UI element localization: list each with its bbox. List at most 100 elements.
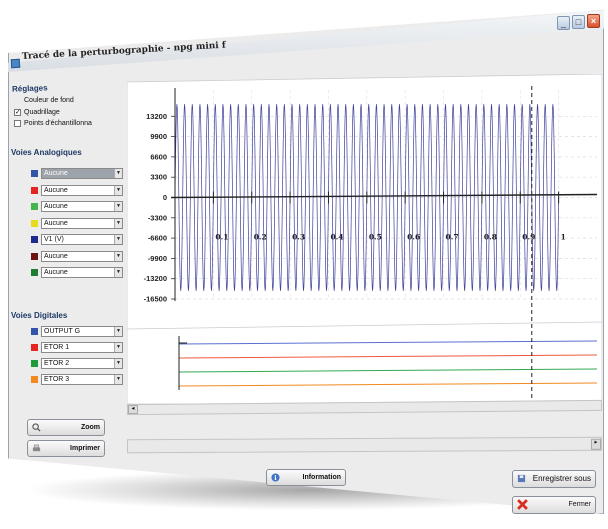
channel-color-swatch [31,236,38,243]
setting-label: Points d'échantillonna [24,120,92,127]
x-tick-label: 0.4 [330,233,343,242]
y-tick-label: 3300 [150,173,167,182]
analog-channel-select[interactable]: Aucune ▼ [41,184,123,196]
y-tick-label: 6600 [150,152,167,161]
analog-channel-select[interactable]: Aucune ▼ [41,267,123,278]
y-tick-label: -3300 [148,213,167,222]
digital-channel-select[interactable]: OUTPUT G ▼ [41,326,123,337]
digital-channel-select[interactable]: ETOR 2 ▼ [41,358,123,369]
setting-label: Couleur de fond [24,97,74,104]
chart-area: 13200 9900 6600 3300 0 -3300 -6600 -9900 -13200 -… [126,73,603,405]
dropdown-arrow-icon[interactable]: ▼ [114,268,122,277]
x-tick-label: 0.7 [446,233,459,242]
dropdown-arrow-icon[interactable]: ▼ [114,218,122,228]
channel-color-swatch [31,360,38,367]
close-window-button[interactable]: × [587,14,600,28]
save-as-button[interactable]: Enregistrer sous [512,470,596,488]
analog-channel-row[interactable]: Aucune ▼ [31,217,123,229]
select-value: Aucune [44,203,68,210]
channel-color-swatch [31,269,38,276]
setting-label: Quadrillage [24,109,60,116]
dropdown-arrow-icon[interactable]: ▼ [114,343,122,352]
dropdown-arrow-icon[interactable]: ▼ [114,359,122,368]
digital-channel-row[interactable]: OUTPUT G ▼ [31,326,123,337]
select-value: Aucune [44,186,68,194]
x-tick-label: 0.9 [522,233,535,242]
analog-channel-select[interactable]: Aucune ▼ [41,217,123,229]
select-value: ETOR 1 [44,344,70,351]
channel-color-swatch [31,203,38,210]
setting-grid[interactable]: ✓ Quadrillage [14,109,60,116]
x-tick-label: 1 [561,233,566,242]
channel-color-swatch [31,252,38,260]
dropdown-arrow-icon[interactable]: ▼ [114,235,122,244]
digital-channel-row[interactable]: ETOR 3 ▼ [31,374,123,385]
digital-trace-line [178,382,598,387]
red-x-icon [517,499,528,510]
dropdown-arrow-icon[interactable]: ▼ [114,327,122,336]
analog-channel-row[interactable]: Aucune ▼ [31,184,123,196]
magnifier-icon [32,423,41,432]
dropdown-arrow-icon[interactable]: ▼ [114,185,122,195]
close-label: Fermer [568,501,591,508]
select-value: Aucune [44,252,68,260]
checkbox-checked[interactable]: ✓ [14,109,21,116]
y-tick-label: -9900 [148,254,167,263]
channel-color-swatch [31,219,38,227]
checkbox[interactable] [14,97,21,104]
dropdown-arrow-icon[interactable]: ▼ [114,169,122,178]
setting-background-color[interactable]: Couleur de fond [14,97,74,104]
svg-text:i: i [274,475,277,482]
information-button[interactable]: i Information [266,469,346,486]
y-tick-label: 9900 [150,132,167,141]
minimize-button[interactable]: _ [557,16,570,30]
print-button[interactable]: Imprimer [27,440,105,457]
x-tick-label: 0.2 [254,233,267,242]
analog-channel-row[interactable]: Aucune ▼ [31,250,123,262]
chart-svg: 13200 9900 6600 3300 0 -3300 -6600 -9900 -13200 -… [126,73,603,405]
channel-color-swatch [31,376,38,383]
select-value: ETOR 3 [44,376,70,383]
checkbox[interactable] [14,120,21,127]
zoom-button[interactable]: Zoom [27,419,105,436]
close-button[interactable]: Fermer [512,496,596,514]
scroll-left-button[interactable]: ◂ [127,404,139,415]
information-label: Information [302,474,342,481]
x-tick-label: 0.5 [369,233,382,242]
x-tick-label: 0.8 [484,233,497,242]
select-value: Aucune [44,219,68,227]
scroll-right-button[interactable]: ▸ [590,438,602,450]
maximize-button[interactable]: □ [572,15,585,29]
analog-channel-select[interactable]: Aucune ▼ [41,168,123,179]
dropdown-arrow-icon[interactable]: ▼ [114,251,122,261]
y-tick-label: 0 [163,193,167,202]
digital-trace-line [178,340,598,345]
analog-channel-row[interactable]: Aucune ▼ [31,201,123,212]
dropdown-arrow-icon[interactable]: ▼ [114,375,122,384]
digital-channel-row[interactable]: ETOR 2 ▼ [31,358,123,369]
app-icon [10,58,21,69]
analog-channel-row[interactable]: Aucune ▼ [31,267,123,278]
analog-channel-row[interactable]: Aucune ▼ [31,168,123,179]
x-tick-label: 0.6 [407,233,420,242]
analog-channel-select[interactable]: Aucune ▼ [41,250,123,262]
divider [126,321,603,330]
lower-scrollbar[interactable]: ▸ [126,436,603,454]
digital-title: Voies Digitales [11,311,68,320]
analog-channel-select[interactable]: Aucune ▼ [41,201,123,212]
dropdown-arrow-icon[interactable]: ▼ [114,202,122,211]
analog-title: Voies Analogiques [11,148,82,157]
analog-channel-select[interactable]: V1 (V) ▼ [41,234,123,245]
settings-title: Réglages [11,83,48,94]
x-axis [170,193,598,199]
channel-color-swatch [31,170,38,177]
select-value: OUTPUT G [44,328,81,335]
info-icon: i [271,473,280,482]
printer-icon [32,444,41,452]
setting-sample-points[interactable]: Points d'échantillonna [14,120,92,127]
y-tick-label: -6600 [148,234,167,243]
analog-channel-row[interactable]: V1 (V) ▼ [31,234,123,245]
digital-channel-row[interactable]: ETOR 1 ▼ [31,342,123,353]
digital-channel-select[interactable]: ETOR 1 ▼ [41,342,123,353]
digital-channel-select[interactable]: ETOR 3 ▼ [41,374,123,385]
